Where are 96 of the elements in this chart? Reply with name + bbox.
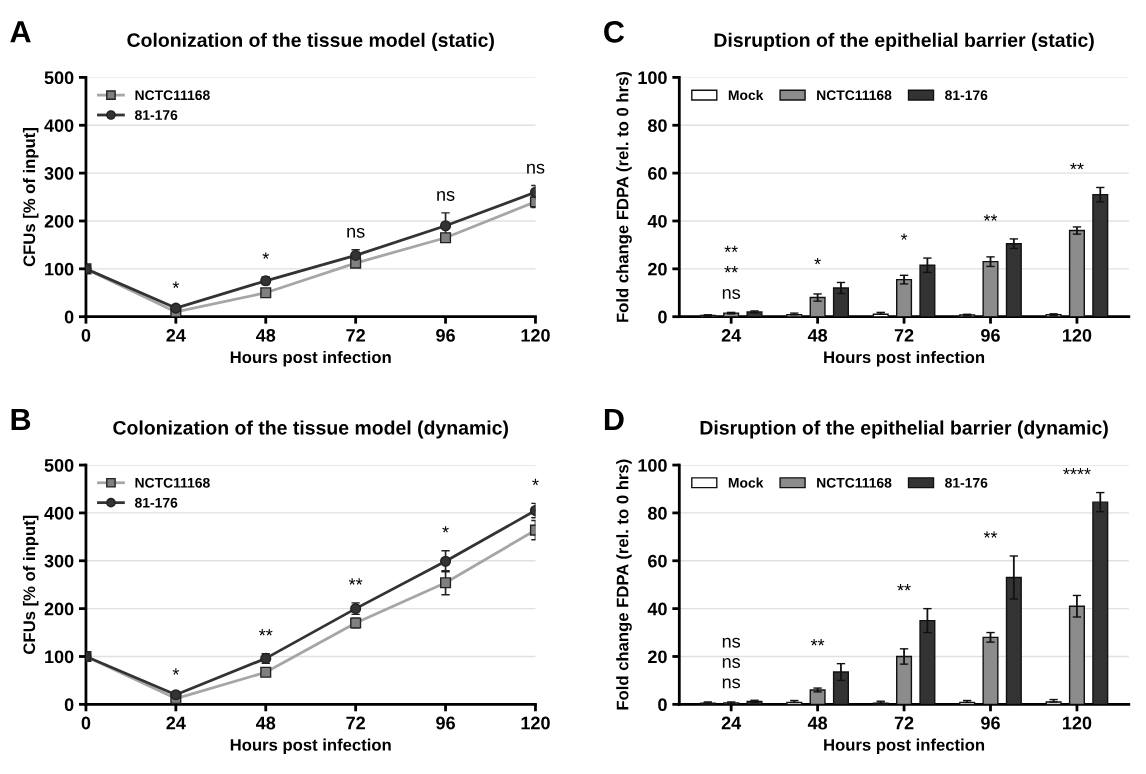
chart-title: Disruption of the epithelial barrier (static) xyxy=(714,32,1094,51)
x-tick-label: 24 xyxy=(721,328,742,342)
annotation: ** xyxy=(1070,162,1084,170)
y-axis-title: CFUs [% of input] xyxy=(22,515,39,654)
x-tick-label: 72 xyxy=(346,716,365,730)
annotation: ** xyxy=(897,584,911,591)
chart-title: Colonization of the tissue model (dynamic) xyxy=(113,420,508,439)
x-tick-label: 48 xyxy=(255,328,276,342)
x-tick-label: 24 xyxy=(166,716,186,730)
annotation: ns xyxy=(347,227,365,238)
annotation: ** xyxy=(348,578,363,585)
legend-label: 81-176 xyxy=(135,497,178,508)
annotation: ** xyxy=(724,245,738,253)
annotation: ** xyxy=(983,214,998,221)
y-tick-label: 200 xyxy=(44,602,74,616)
x-tick-label: 24 xyxy=(166,328,186,342)
annotation: ** xyxy=(983,531,998,538)
y-tick-label: 0 xyxy=(658,698,667,712)
chart-title: Colonization of the tissue model (static) xyxy=(127,32,494,51)
x-tick-label: 48 xyxy=(807,328,828,342)
x-tick-label: 0 xyxy=(81,716,91,730)
y-axis-title: CFUs [% of input] xyxy=(22,128,39,267)
y-tick-label: 60 xyxy=(648,554,667,568)
x-tick-label: 96 xyxy=(436,716,455,730)
text: A xyxy=(10,21,31,43)
y-tick-label: 60 xyxy=(648,167,667,180)
legend-label: NCTC11168 xyxy=(817,477,892,488)
y-tick-label: 100 xyxy=(45,262,74,276)
y-tick-label: 0 xyxy=(658,310,667,324)
annotation: * xyxy=(814,257,821,265)
x-tick-label: 0 xyxy=(81,328,91,342)
x-tick-label: 120 xyxy=(1063,716,1092,730)
y-tick-label: 20 xyxy=(648,262,667,276)
y-tick-label: 100 xyxy=(638,71,667,85)
y-tick-label: 500 xyxy=(44,71,74,85)
annotation: * xyxy=(172,281,180,288)
y-tick-label: 300 xyxy=(44,167,74,180)
x-axis-title: Hours post infection xyxy=(230,350,391,367)
x-tick-label: 96 xyxy=(981,716,1000,730)
legend-label: NCTC11168 xyxy=(817,90,892,101)
text: D xyxy=(604,408,624,430)
legend-label: NCTC11168 xyxy=(135,90,210,101)
y-tick-label: 400 xyxy=(44,506,74,520)
y-tick-label: 80 xyxy=(647,506,667,520)
x-tick-label: 120 xyxy=(521,716,550,730)
legend-label: 81-176 xyxy=(945,477,988,488)
x-axis-title: Hours post infection xyxy=(824,350,985,367)
text: B xyxy=(11,408,31,430)
annotation: * xyxy=(262,252,269,259)
y-tick-label: 20 xyxy=(648,650,667,664)
x-tick-label: 96 xyxy=(436,328,455,342)
x-tick-label: 72 xyxy=(894,716,914,730)
annotation: ns xyxy=(722,637,741,648)
annotation: ns xyxy=(437,191,455,201)
x-tick-label: 120 xyxy=(521,328,550,342)
annotation: ns xyxy=(722,678,741,689)
x-tick-label: 96 xyxy=(981,328,1000,342)
legend-label: Mock xyxy=(728,89,764,101)
y-tick-label: 0 xyxy=(64,698,74,712)
x-tick-label: 48 xyxy=(807,716,828,730)
annotation: * xyxy=(442,526,449,533)
annotation: * xyxy=(900,233,908,240)
y-axis-title: Fold change FDPA (rel. to 0 hrs) xyxy=(616,459,632,710)
legend-label: 81-176 xyxy=(945,90,988,101)
annotation: ** xyxy=(810,639,825,646)
y-tick-label: 400 xyxy=(44,119,74,132)
x-tick-label: 72 xyxy=(894,328,914,342)
y-tick-label: 40 xyxy=(647,214,667,228)
x-axis-title: Hours post infection xyxy=(824,738,985,755)
chart-title: Disruption of the epithelial barrier (dynamic) xyxy=(700,420,1108,439)
x-tick-label: 48 xyxy=(255,716,276,730)
annotation: **** xyxy=(1063,468,1091,475)
annotation: ** xyxy=(724,266,738,273)
annotation: ns xyxy=(527,163,545,174)
y-tick-label: 100 xyxy=(638,458,667,472)
legend-label: NCTC11168 xyxy=(135,477,210,488)
x-tick-label: 120 xyxy=(1063,328,1092,342)
annotation: ** xyxy=(259,629,273,636)
y-tick-label: 200 xyxy=(44,214,74,228)
y-axis-title: Fold change FDPA (rel. to 0 hrs) xyxy=(616,71,632,322)
y-tick-label: 80 xyxy=(647,119,667,132)
annotation: * xyxy=(172,668,180,675)
annotation: ns xyxy=(722,658,741,668)
y-tick-label: 100 xyxy=(45,650,74,664)
x-tick-label: 24 xyxy=(721,716,742,730)
annotation: * xyxy=(532,478,539,486)
y-tick-label: 0 xyxy=(64,310,74,324)
text: C xyxy=(604,21,625,43)
annotation: ns xyxy=(722,289,741,299)
x-tick-label: 72 xyxy=(346,328,365,342)
y-tick-label: 300 xyxy=(44,554,74,568)
legend-label: 81-176 xyxy=(135,110,178,120)
y-tick-label: 500 xyxy=(44,458,74,472)
x-axis-title: Hours post infection xyxy=(230,738,391,755)
legend-label: Mock xyxy=(728,477,764,488)
y-tick-label: 40 xyxy=(647,602,667,616)
